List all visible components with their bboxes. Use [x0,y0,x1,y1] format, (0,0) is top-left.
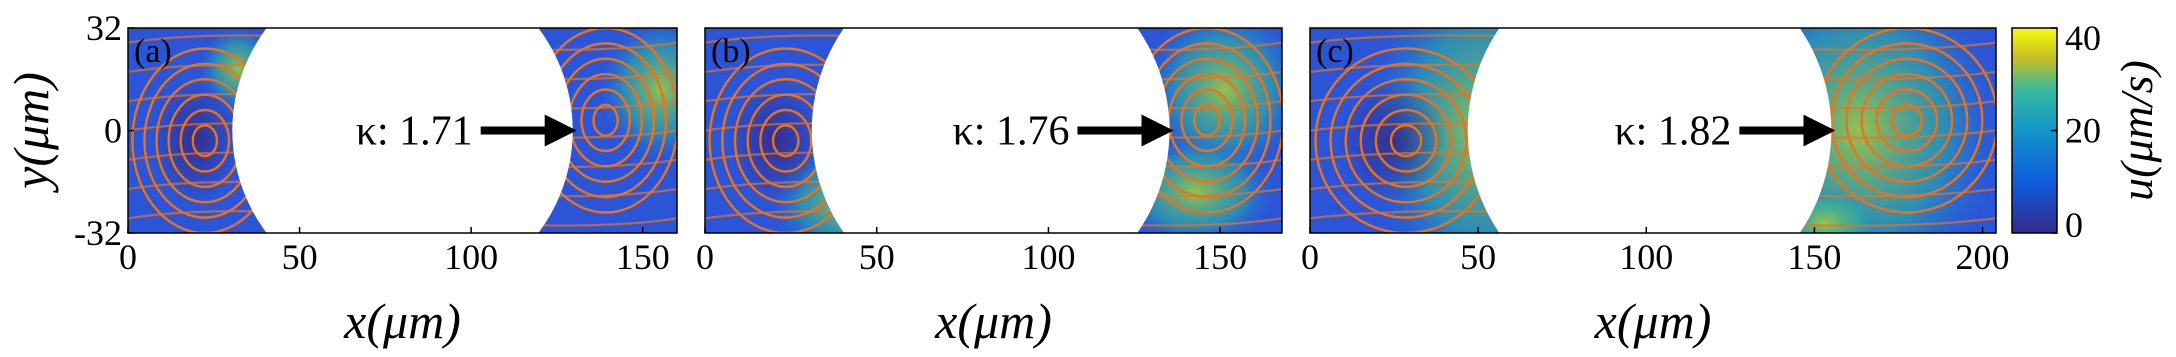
x-tick-label: 50 [282,237,318,277]
x-axis-label: x(μm) [934,293,1052,349]
x-tick-label: 150 [616,237,670,277]
streamline [191,124,219,158]
streamline [1389,124,1423,158]
colorbar-tick-label: 0 [2065,205,2083,245]
axes-frame [704,27,1283,234]
heatmap [705,28,1282,233]
obstacle [811,28,1170,233]
annotation: κ: 1.82 [1615,109,1732,155]
x-tick-label: 50 [1460,237,1496,277]
obstacle [1467,28,1832,233]
panel: (b) κ: 1.76 0 50 100 150 x(μm) [696,27,1283,349]
x-tick-label: 0 [696,237,714,277]
streamline [1344,78,1468,204]
annotation: κ: 1.71 [356,109,473,155]
streamline [1890,103,1924,137]
streamline [580,88,631,153]
y-axis-label: y(μm) [3,72,59,194]
y-tick-label: 32 [86,8,122,48]
x-axis-label: x(μm) [343,293,461,349]
x-tick-label: 0 [119,237,137,277]
axes-frame [1309,27,1997,234]
panel-label: (b) [711,33,751,70]
x-tick-label: 100 [1021,237,1075,277]
colorbar-tick-label: 40 [2065,18,2101,58]
x-tick-label: 50 [859,237,895,277]
streamline [1875,88,1939,153]
x-tick-label: 100 [444,237,498,277]
streamline [1845,57,1969,183]
annotation: κ: 1.76 [953,109,1070,155]
heatmap [1310,28,1996,233]
obstacle [232,28,573,233]
x-tick-label: 0 [1301,237,1319,277]
x-tick-label: 150 [1787,237,1841,277]
x-tick-label: 150 [1193,237,1247,277]
low-patch [1337,79,1448,203]
y-tick-label: 0 [104,111,122,151]
colorbar [2011,27,2058,234]
panel: (c) κ: 1.82 0 50 100 150 200 x(μm) 0 20 40u(μm/s) [1301,18,2162,349]
x-tick-label: 200 [1956,237,2010,277]
streamline [759,108,813,173]
panel-label: (c) [1316,33,1354,70]
colorbar-label: u(μm/s) [2111,60,2162,201]
streamline [1180,88,1234,153]
streamline [179,108,231,173]
y-tick-label: -32 [74,213,122,253]
streamline [592,103,619,137]
streamline [1193,103,1221,137]
x-tick-label: 100 [1619,237,1673,277]
x-axis-label: x(μm) [1594,293,1712,349]
panel-label: (a) [134,33,172,70]
colorbar-tick-label: 20 [2065,111,2101,151]
streamline [1374,108,1438,173]
streamline [771,124,800,158]
